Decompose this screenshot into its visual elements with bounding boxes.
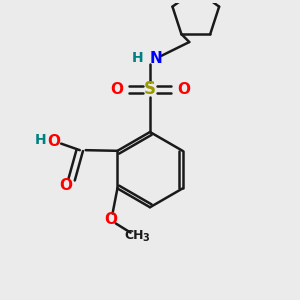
Text: N: N bbox=[149, 51, 162, 66]
Text: 3: 3 bbox=[142, 233, 149, 244]
Text: S: S bbox=[144, 80, 156, 98]
Text: O: O bbox=[110, 82, 123, 97]
Text: O: O bbox=[47, 134, 60, 149]
Text: CH: CH bbox=[125, 229, 144, 242]
Text: O: O bbox=[177, 82, 190, 97]
Text: O: O bbox=[59, 178, 72, 193]
Text: H: H bbox=[132, 51, 143, 65]
Text: H: H bbox=[35, 133, 46, 147]
Text: O: O bbox=[104, 212, 117, 227]
